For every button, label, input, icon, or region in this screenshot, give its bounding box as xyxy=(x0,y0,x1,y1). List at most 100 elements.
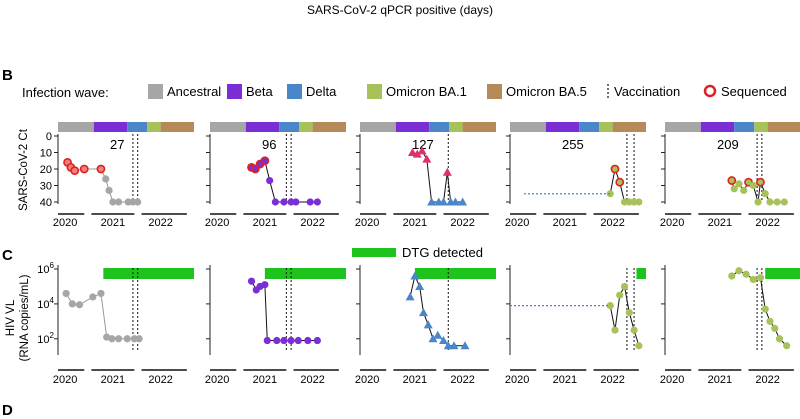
ct-point-5-12 xyxy=(780,198,788,206)
vl-point-3-2 xyxy=(410,271,420,280)
year-label-2-0-2: 2022 xyxy=(300,217,324,229)
year-label-2-1-1: 2021 xyxy=(253,374,277,386)
year-label-4-0-1: 2021 xyxy=(553,217,577,229)
panel-label-d: D xyxy=(2,402,13,419)
year-label-5-1-1: 2021 xyxy=(708,374,732,386)
ct-point-4-3 xyxy=(615,177,625,187)
year-label-5-0-2: 2022 xyxy=(755,217,779,229)
ct-point-1-6 xyxy=(102,175,110,183)
year-label-3-1-1: 2021 xyxy=(403,374,427,386)
vl-point-2-4 xyxy=(261,281,269,289)
ct-point-1-4 xyxy=(79,164,89,174)
ct-point-5-10 xyxy=(766,198,774,206)
dtg-bar-3 xyxy=(414,268,496,279)
vl-point-3-1 xyxy=(405,292,415,301)
ct-tick-label-1: 10 xyxy=(40,148,52,160)
wave-band-1-3 xyxy=(127,122,148,132)
ct-point-3-8 xyxy=(442,167,452,176)
vl-point-5-8 xyxy=(771,324,779,332)
wave-band-4-5 xyxy=(612,122,646,132)
vl-axis-label-unit: (RNA copies/mL) xyxy=(19,274,31,361)
vl-point-1-9 xyxy=(123,335,131,343)
year-label-2-1-0: 2020 xyxy=(205,374,229,386)
dtg-legend-label: DTG detected xyxy=(402,245,483,260)
ct-point-5-6 xyxy=(749,181,757,190)
wave-band-5-5 xyxy=(767,122,800,132)
legend-label-4: Omicron BA.1 xyxy=(386,84,467,99)
vl-point-3-4 xyxy=(418,308,428,317)
year-label-1-0-1: 2021 xyxy=(101,217,125,229)
vl-point-2-11 xyxy=(313,336,321,345)
wave-band-2-4 xyxy=(299,122,313,132)
ct-tick-label-3: 30 xyxy=(40,181,52,193)
vl-point-4-6 xyxy=(630,326,638,334)
vl-point-5-5 xyxy=(756,274,765,282)
year-label-1-1-2: 2022 xyxy=(148,374,172,386)
ct-point-1-7 xyxy=(105,186,113,195)
ct-point-1-9 xyxy=(115,198,123,206)
ct-axis-label: SARS-CoV-2 Ct xyxy=(18,128,30,211)
vl-point-1-1 xyxy=(62,289,70,298)
panel-2: 2020 2021 2022 2020 2021 2022 96 xyxy=(205,122,346,386)
legend-swatch-3 xyxy=(287,84,302,99)
vl-point-1-4 xyxy=(89,293,97,301)
vl-point-4-7 xyxy=(635,342,643,350)
vl-point-3-11 xyxy=(460,341,470,350)
year-label-3-0-2: 2022 xyxy=(450,217,474,229)
ct-point-1-3 xyxy=(70,166,80,176)
ct-tick-label-0: 0 xyxy=(46,131,52,143)
year-label-3-0-0: 2020 xyxy=(355,217,379,229)
vl-point-2-8 xyxy=(287,336,295,345)
year-label-5-0-1: 2021 xyxy=(708,217,732,229)
legend-label-5: Omicron BA.5 xyxy=(506,84,587,99)
vl-point-3-9 xyxy=(443,341,453,350)
wave-band-3-5 xyxy=(462,122,496,132)
legend-label-3: Delta xyxy=(306,84,337,99)
legend-title: Infection wave: xyxy=(22,85,109,100)
legend-swatch-5 xyxy=(487,84,502,99)
vl-point-2-5 xyxy=(263,336,271,345)
wave-band-2-1 xyxy=(210,122,246,132)
wave-band-2-3 xyxy=(279,122,300,132)
year-label-2-0-0: 2020 xyxy=(205,217,229,229)
vl-point-3-3 xyxy=(415,281,425,290)
vl-point-5-2 xyxy=(735,267,743,275)
ct-point-5-3 xyxy=(735,180,743,188)
legend-label-2: Beta xyxy=(246,84,274,99)
ct-point-2-4 xyxy=(260,156,270,166)
year-label-1-0-0: 2020 xyxy=(53,217,77,229)
vl-point-1-5 xyxy=(97,289,105,298)
wave-band-1-2 xyxy=(93,122,128,132)
vl-point-3-6 xyxy=(428,334,438,343)
wave-band-3-3 xyxy=(429,122,450,132)
wave-band-3-2 xyxy=(395,122,430,132)
legend-label-1: Ancestral xyxy=(167,84,221,99)
year-label-3-1-0: 2020 xyxy=(355,374,379,386)
vl-point-5-9 xyxy=(775,335,784,343)
ct-point-5-4 xyxy=(740,186,748,195)
ct-point-3-10 xyxy=(450,197,460,206)
legend-waves: Ancestral Beta Delta Omicron BA.1 Omicron BA… xyxy=(148,84,587,99)
vl-point-1-7 xyxy=(108,335,116,343)
vl-point-2-10 xyxy=(304,336,312,345)
year-label-1-1-0: 2020 xyxy=(53,374,77,386)
vl-point-4-4 xyxy=(620,282,629,291)
legend-sequenced-marker xyxy=(703,84,717,98)
ct-point-1-12 xyxy=(134,198,142,206)
panel-4: 2020 2021 2022 2020 2021 2022 255 xyxy=(505,122,646,386)
ct-point-5-1 xyxy=(727,176,737,185)
ct-point-3-1 xyxy=(407,148,417,156)
year-label-1-1-1: 2021 xyxy=(101,374,125,386)
ct-point-3-7 xyxy=(439,197,449,206)
year-label-4-1-1: 2021 xyxy=(553,374,577,386)
year-label-3-1-2: 2022 xyxy=(450,374,474,386)
wave-band-5-4 xyxy=(754,122,768,132)
wave-band-5-1 xyxy=(665,122,701,132)
qpcr-days-5: 209 xyxy=(717,137,739,152)
figure-title: SARS-CoV-2 qPCR positive (days) xyxy=(307,3,493,17)
qpcr-days-2: 96 xyxy=(262,137,276,152)
wave-band-4-3 xyxy=(579,122,600,132)
vl-point-5-1 xyxy=(728,272,736,280)
year-label-5-0-0: 2020 xyxy=(660,217,684,229)
legend-vaccination-label: Vaccination xyxy=(614,84,680,99)
